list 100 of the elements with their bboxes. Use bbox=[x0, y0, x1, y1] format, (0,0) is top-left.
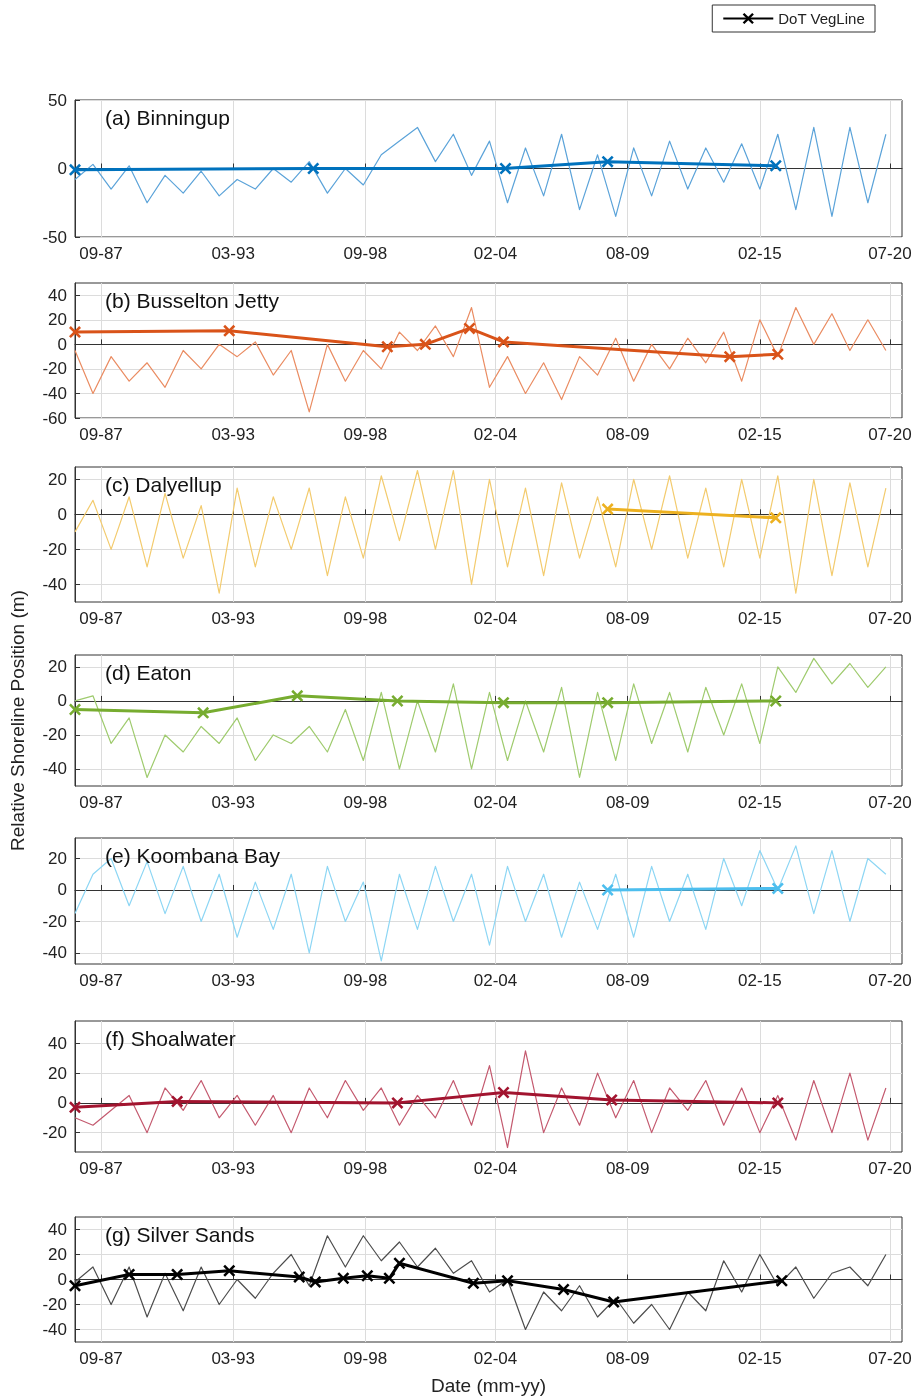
x-tick-label: 02-15 bbox=[738, 425, 782, 444]
x-tick-label: 03-93 bbox=[211, 793, 255, 812]
point bbox=[771, 348, 784, 361]
x-tick-label: 08-09 bbox=[605, 971, 650, 990]
x-tick-label: 09-87 bbox=[79, 609, 123, 628]
x-tick-label: 08-09 bbox=[605, 1349, 650, 1368]
point bbox=[361, 1269, 374, 1282]
line-series bbox=[74, 1050, 887, 1149]
x-tick-label: 02-15 bbox=[738, 793, 782, 812]
point bbox=[69, 326, 81, 339]
y-tick-label: 40 bbox=[48, 1220, 67, 1239]
point bbox=[69, 703, 81, 716]
y-tick-label: -40 bbox=[42, 383, 67, 403]
x-tick-label: 02-04 bbox=[473, 1159, 518, 1178]
y-tick-label: 0 bbox=[57, 880, 67, 900]
x-tick-label: 03-93 bbox=[211, 1159, 255, 1178]
point bbox=[419, 338, 432, 351]
x-tick-label: 02-15 bbox=[738, 971, 782, 990]
x-tick-label: 08-09 bbox=[605, 793, 650, 812]
x-tick-label: 09-98 bbox=[343, 1159, 388, 1178]
x-tick-label: 09-87 bbox=[79, 1159, 123, 1178]
y-tick-label: -20 bbox=[42, 1295, 67, 1314]
x-tick-label: 02-04 bbox=[473, 244, 518, 263]
x-axis-title: Date (mm-yy) bbox=[430, 1375, 547, 1396]
chart-title: (e) Koombana Bay bbox=[105, 844, 281, 867]
x-tick-label: 08-09 bbox=[605, 1159, 650, 1178]
x-tick-label: 09-87 bbox=[79, 1349, 123, 1368]
point bbox=[197, 706, 210, 719]
y-tick-label: -60 bbox=[42, 408, 67, 428]
x-tick-label: 09-87 bbox=[79, 971, 123, 990]
chart-title: (f) Shoalwater bbox=[105, 1027, 236, 1050]
point bbox=[223, 1264, 236, 1277]
legend-label: DoT VegLine bbox=[778, 10, 865, 27]
y-tick-label: -40 bbox=[42, 1320, 67, 1339]
line-series bbox=[74, 845, 887, 962]
y-tick-label: -20 bbox=[42, 359, 67, 379]
chart-title: (g) Silver Sands bbox=[105, 1223, 255, 1246]
point bbox=[723, 350, 736, 363]
y-tick-label: -40 bbox=[42, 759, 67, 779]
x-tick-label: 07-20 bbox=[868, 244, 912, 263]
x-tick-label: 09-98 bbox=[343, 1349, 388, 1368]
x-tick-label: 02-15 bbox=[738, 609, 782, 628]
point bbox=[307, 162, 320, 175]
point bbox=[309, 1276, 322, 1288]
point bbox=[601, 696, 614, 709]
point bbox=[497, 335, 510, 348]
y-tick-label: -20 bbox=[42, 725, 67, 745]
x-tick-label: 03-93 bbox=[211, 244, 255, 263]
x-tick-label: 03-93 bbox=[211, 1349, 255, 1368]
point bbox=[391, 1096, 404, 1109]
point bbox=[775, 1274, 788, 1287]
point bbox=[605, 1093, 618, 1106]
point bbox=[123, 1268, 136, 1281]
x-tick-label: 02-04 bbox=[473, 425, 518, 444]
x-tick-label: 08-09 bbox=[605, 425, 650, 444]
y-axis-title: Relative Shoreline Position (m) bbox=[7, 590, 28, 851]
x-tick-label: 02-15 bbox=[738, 1159, 782, 1178]
y-tick-label: 20 bbox=[48, 1063, 67, 1083]
y-tick-label: 20 bbox=[48, 310, 67, 330]
point bbox=[381, 340, 394, 353]
point bbox=[769, 159, 782, 172]
x-tick-label: 02-15 bbox=[738, 1349, 782, 1368]
y-tick-label: -20 bbox=[42, 1123, 67, 1143]
x-tick-label: 02-04 bbox=[473, 971, 518, 990]
point bbox=[771, 1096, 784, 1109]
y-tick-label: -50 bbox=[42, 227, 67, 247]
y-tick-label: -20 bbox=[42, 911, 67, 931]
x-tick-label: 03-93 bbox=[211, 425, 255, 444]
x-tick-label: 08-09 bbox=[605, 609, 650, 628]
x-tick-label: 09-87 bbox=[79, 793, 123, 812]
point bbox=[467, 1277, 480, 1290]
x-tick-label: 07-20 bbox=[868, 1349, 912, 1368]
x-tick-label: 09-87 bbox=[79, 244, 123, 263]
point bbox=[601, 155, 614, 168]
y-tick-label: 20 bbox=[48, 848, 67, 868]
y-tick-label: 0 bbox=[57, 159, 67, 178]
point bbox=[383, 1272, 396, 1285]
x-tick-label: 07-20 bbox=[868, 1159, 912, 1178]
x-tick-label: 07-20 bbox=[868, 609, 912, 628]
point bbox=[171, 1268, 184, 1281]
y-tick-label: 0 bbox=[57, 691, 67, 711]
y-tick-label: -40 bbox=[42, 574, 67, 594]
y-tick-label: 40 bbox=[48, 285, 67, 305]
x-tick-label: 07-20 bbox=[868, 425, 912, 444]
x-tick-label: 02-04 bbox=[473, 1349, 518, 1368]
y-tick-label: 0 bbox=[57, 1270, 67, 1289]
point bbox=[291, 689, 304, 702]
point bbox=[293, 1271, 306, 1283]
x-tick-label: 09-98 bbox=[343, 971, 388, 990]
x-tick-label: 03-93 bbox=[211, 609, 255, 628]
line-series bbox=[74, 469, 887, 594]
chart-title: (a) Binningup bbox=[105, 106, 230, 129]
x-tick-label: 02-04 bbox=[473, 793, 518, 812]
x-tick-label: 07-20 bbox=[868, 793, 912, 812]
x-tick-label: 09-98 bbox=[343, 425, 388, 444]
y-tick-label: 0 bbox=[57, 504, 67, 524]
y-tick-label: 20 bbox=[48, 1245, 67, 1264]
x-tick-label: 09-87 bbox=[79, 425, 123, 444]
point bbox=[171, 1095, 184, 1108]
x-tick-label: 03-93 bbox=[211, 971, 255, 990]
